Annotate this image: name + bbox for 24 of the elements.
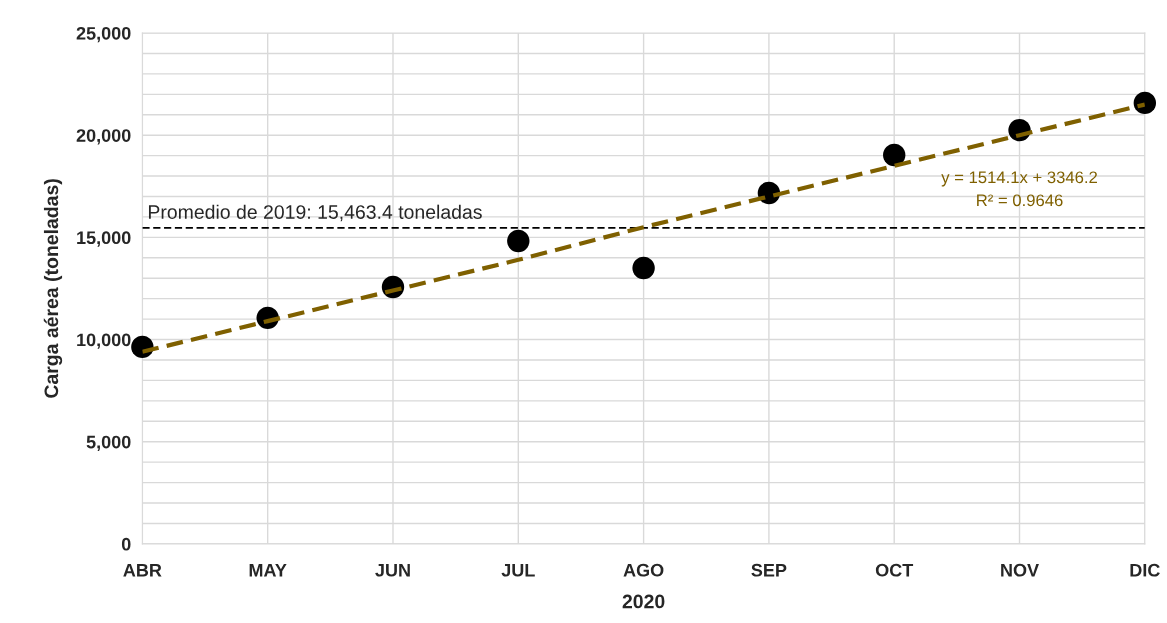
x-tick-label: SEP — [751, 563, 787, 577]
x-tick-label: DIC — [1130, 563, 1160, 577]
y-axis-title: Carga aérea (toneladas) — [43, 179, 63, 398]
y-tick-label: 10,000 — [77, 333, 131, 349]
point — [883, 143, 906, 167]
x-tick-label: ABR — [123, 563, 162, 577]
y-tick-label: 5,000 — [86, 435, 131, 452]
point — [632, 256, 655, 280]
ref-line-label: Promedio de 2019: 15,463.4 toneladas — [148, 204, 482, 222]
x-axis-title: 2020 — [622, 594, 665, 609]
y-tick-label: 0 — [121, 537, 131, 551]
x-tick-label: JUL — [501, 563, 535, 577]
annotation: y = 1514.1x + 3346.2 — [941, 171, 1097, 187]
point — [1133, 91, 1157, 115]
x-tick-label: NOV — [1001, 563, 1039, 577]
x-tick-label: MAY — [249, 563, 287, 577]
x-tick-label: AGO — [623, 563, 664, 577]
annotation: R² = 0.9646 — [977, 194, 1063, 207]
y-tick-label: 15,000 — [77, 231, 131, 247]
x-tick-label: OCT — [875, 563, 914, 577]
y-tick-label: 25,000 — [76, 26, 131, 43]
point — [507, 229, 530, 253]
y-tick-label: 20,000 — [76, 129, 131, 145]
x-tick-label: JUN — [375, 563, 410, 577]
